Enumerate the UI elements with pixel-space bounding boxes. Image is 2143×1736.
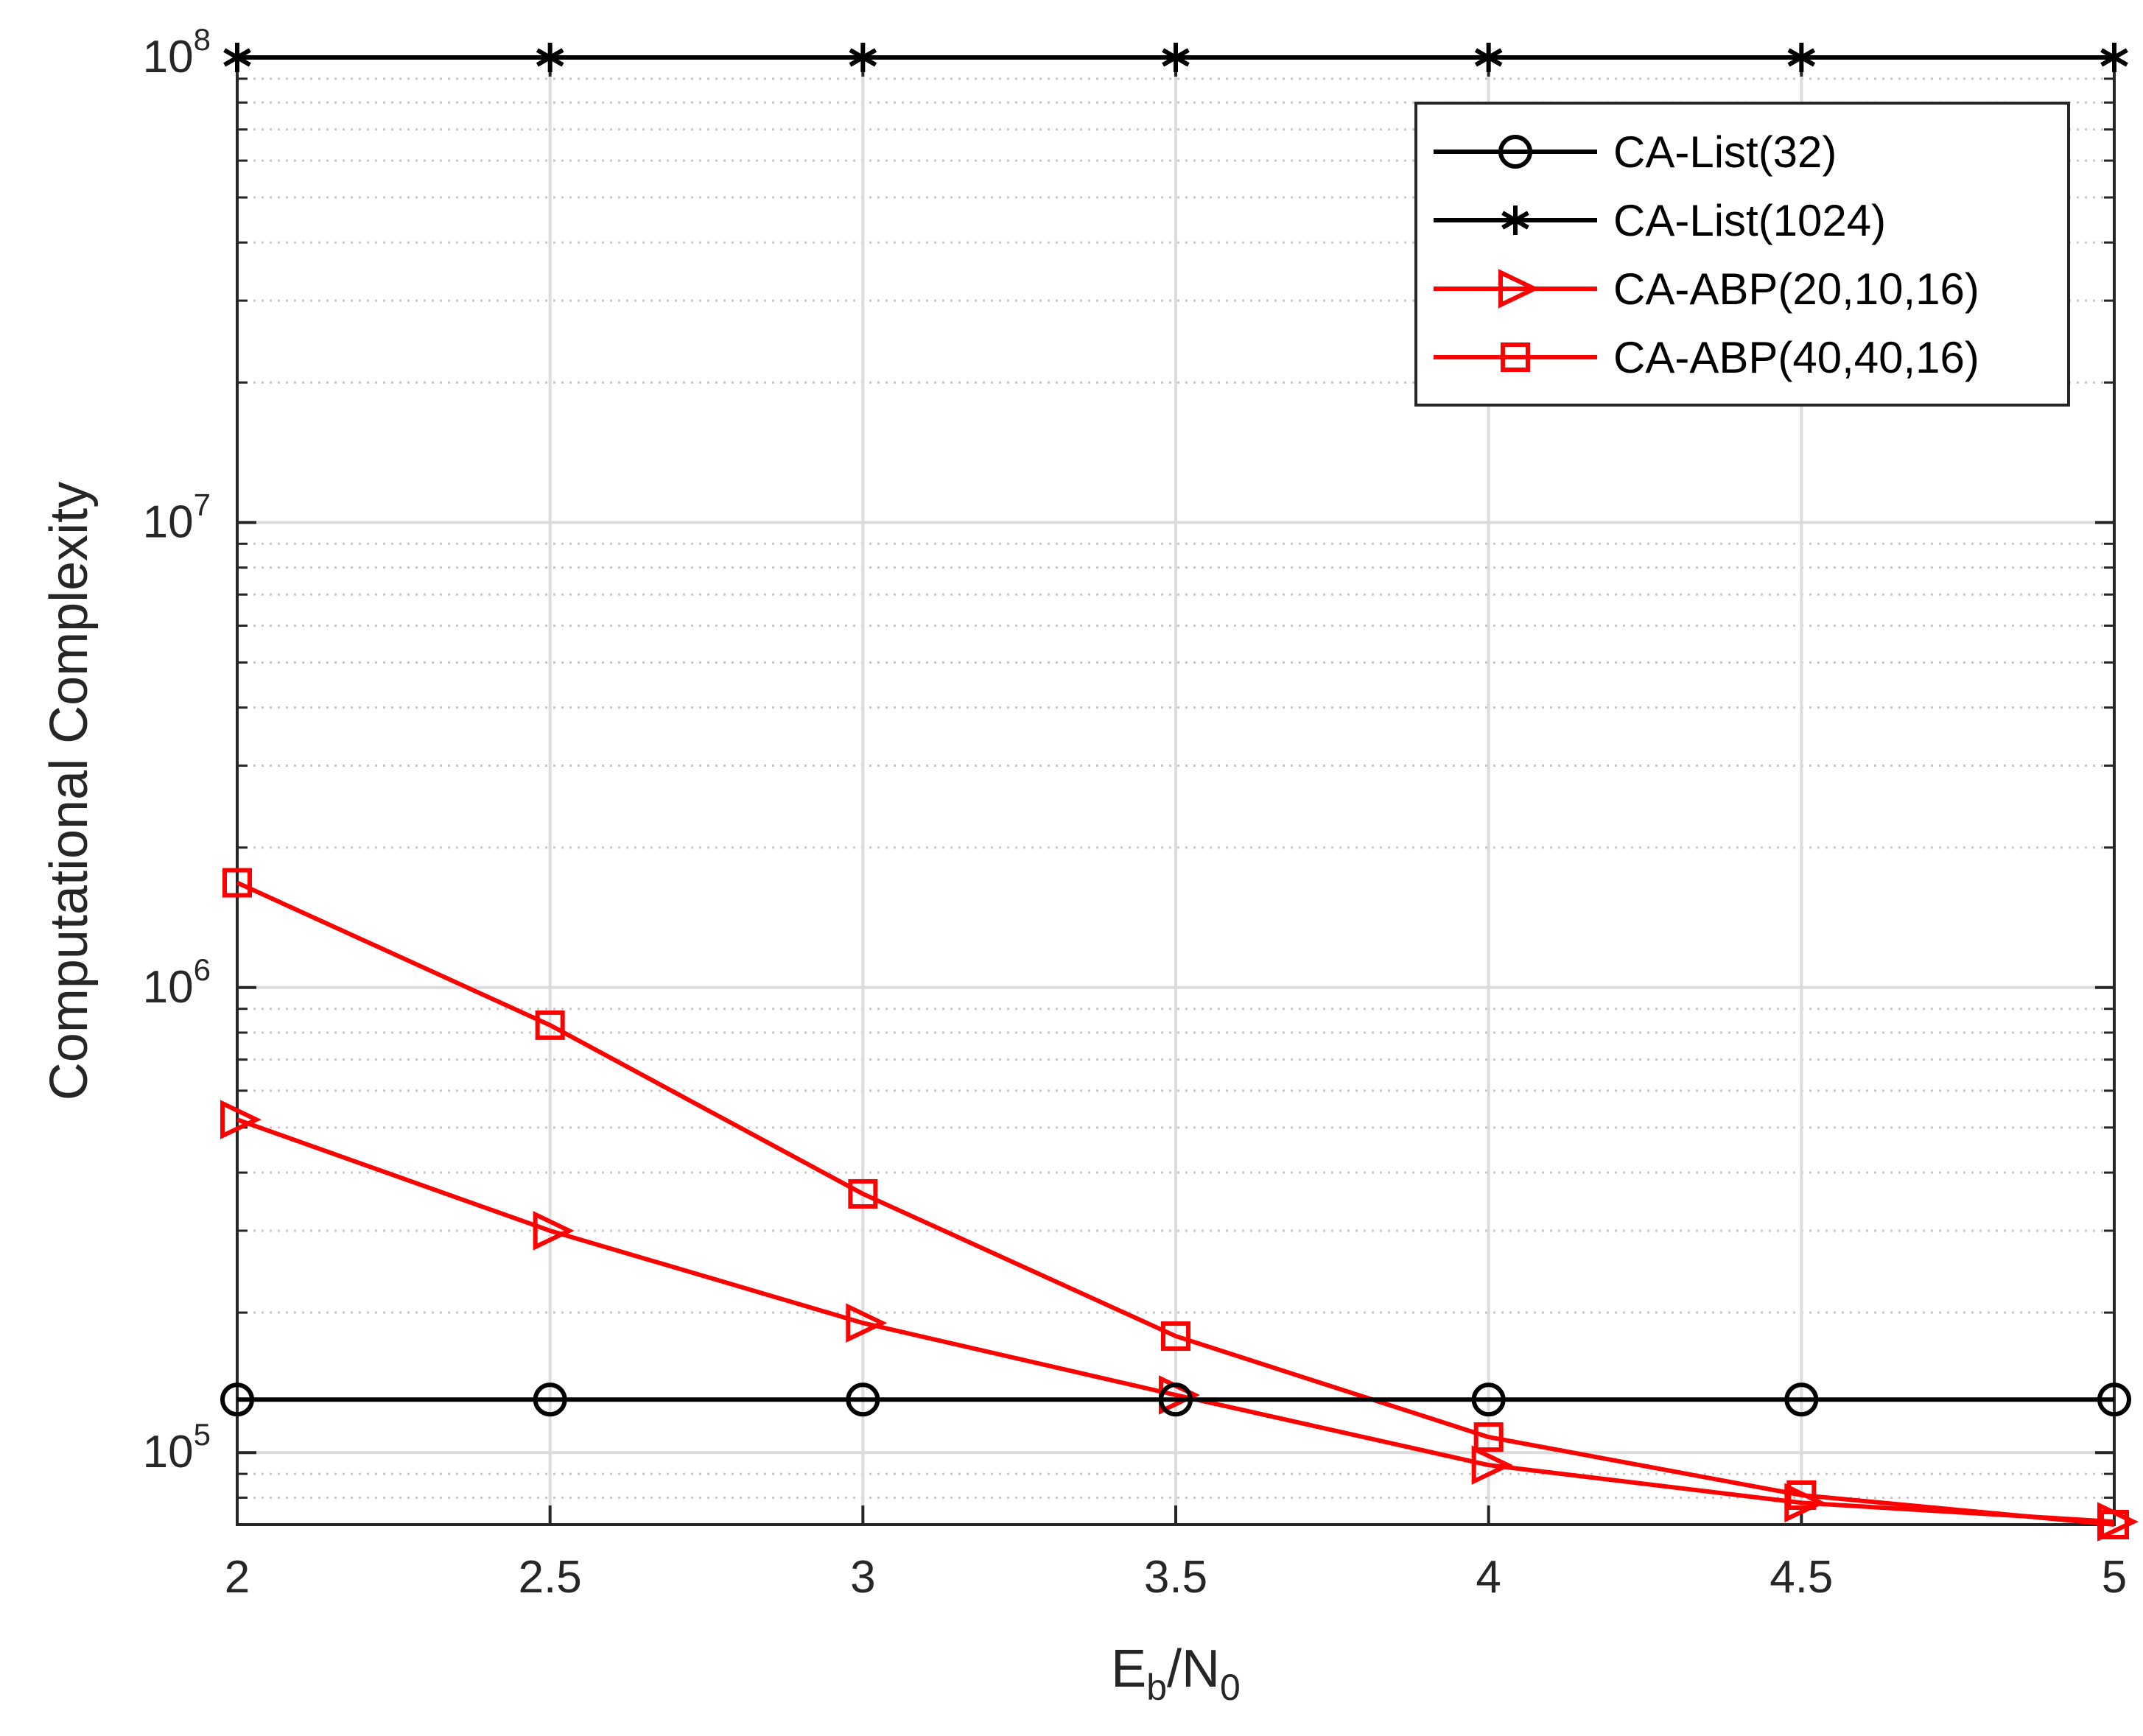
- legend-label: CA-List(1024): [1613, 196, 1886, 245]
- legend-marker: [1501, 342, 1530, 372]
- legend: CA-List(32) CA-List(1024) CA-ABP(20,10,16)…: [1414, 102, 2070, 407]
- data-point: [1787, 43, 1816, 72]
- y-tick-label: 106: [143, 952, 211, 1013]
- legend-item: CA-ABP(20,10,16): [1434, 264, 1979, 314]
- x-tick-label: 2: [225, 1552, 250, 1603]
- series-layer: [220, 43, 2139, 1542]
- data-point: [846, 1382, 880, 1417]
- y-tick-label: 105: [143, 1417, 211, 1477]
- x-tick-label: 4.5: [1770, 1552, 1833, 1603]
- tick-labels: 2 2.5 3 3.5 4 4.5 5 105 106 107 108: [143, 22, 2128, 1603]
- legend-item: CA-List(32): [1434, 127, 1837, 177]
- data-point: [223, 43, 251, 72]
- x-axis-label: Eb/N0: [1111, 1640, 1241, 1708]
- x-tick-label: 4: [1476, 1552, 1501, 1603]
- y-tick-label: 107: [143, 487, 211, 547]
- x-tick-label: 5: [2102, 1552, 2127, 1603]
- x-axis-label-sub2: 0: [1220, 1667, 1241, 1708]
- data-point: [1474, 43, 1503, 72]
- legend-item: CA-ABP(40,40,16): [1434, 333, 1979, 382]
- data-point: [1162, 43, 1190, 72]
- y-axis-label: Computational Complexity: [40, 482, 99, 1100]
- x-axis-label-base: E: [1111, 1640, 1146, 1698]
- data-point: [1471, 1445, 1513, 1485]
- data-point: [1784, 1382, 1819, 1417]
- data-point: [2097, 1502, 2139, 1542]
- data-point: [1473, 1422, 1504, 1452]
- data-point: [536, 43, 564, 72]
- legend-marker: [1498, 269, 1540, 309]
- legend-label: CA-ABP(20,10,16): [1613, 264, 1979, 314]
- series-CA-List(1024): [223, 43, 2128, 72]
- data-point: [849, 43, 877, 72]
- data-point: [1161, 1321, 1190, 1352]
- data-point: [220, 1382, 254, 1417]
- data-point: [222, 868, 252, 898]
- data-point: [848, 1178, 878, 1209]
- x-axis-label-sub1: b: [1146, 1667, 1167, 1708]
- data-point: [220, 1100, 262, 1139]
- x-axis-label-mid: /N: [1167, 1640, 1220, 1698]
- legend-label: CA-ABP(40,40,16): [1613, 333, 1979, 382]
- series-line: [236, 1117, 2115, 1525]
- data-point: [2097, 1382, 2131, 1417]
- data-point: [846, 1303, 888, 1343]
- series-CA-List(32): [220, 1382, 2131, 1417]
- x-tick-label: 3: [850, 1552, 875, 1603]
- legend-marker: [1501, 205, 1529, 235]
- y-tick-label: 108: [143, 22, 211, 82]
- data-point: [1471, 1382, 1506, 1417]
- legend-item: CA-List(1024): [1434, 196, 1886, 245]
- legend-label: CA-List(32): [1613, 127, 1837, 177]
- legend-marker: [1498, 135, 1532, 169]
- data-point: [1784, 1483, 1826, 1523]
- data-point: [535, 1010, 565, 1040]
- data-point: [2100, 43, 2128, 72]
- x-tick-label: 2.5: [519, 1552, 582, 1603]
- data-point: [533, 1211, 575, 1251]
- data-point: [533, 1382, 567, 1417]
- data-point: [1159, 1382, 1193, 1417]
- x-tick-label: 3.5: [1144, 1552, 1207, 1603]
